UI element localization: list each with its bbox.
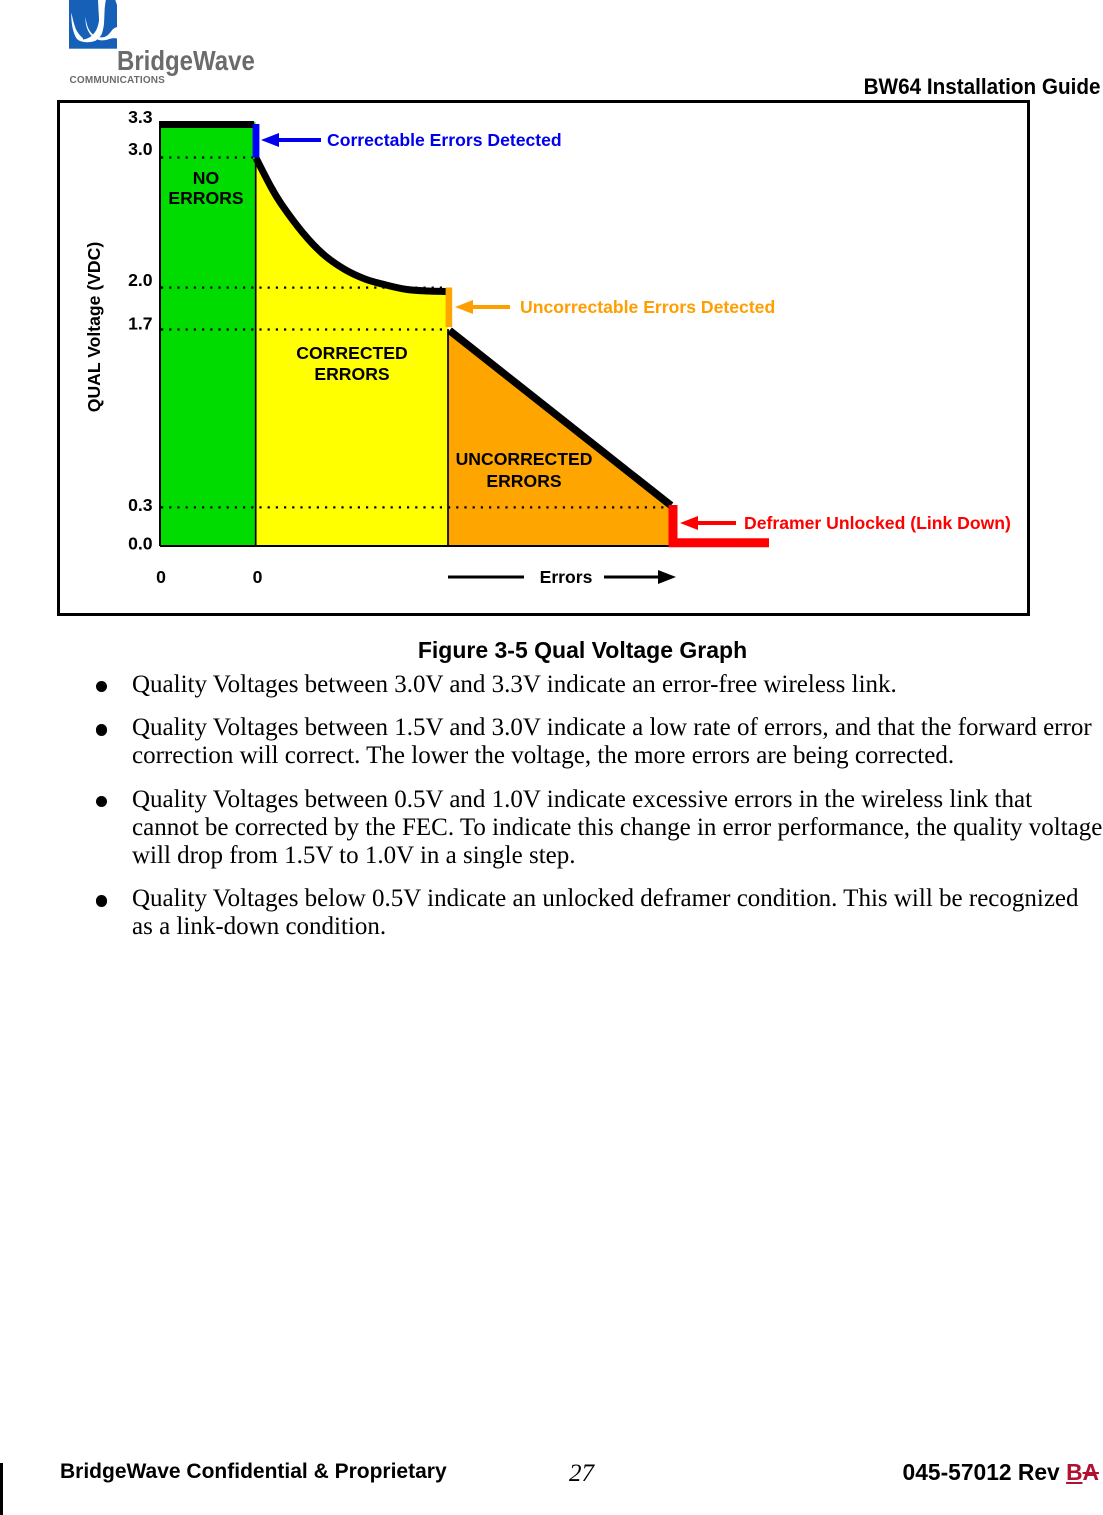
svg-text:Errors: Errors — [540, 567, 593, 587]
svg-text:CORRECTED: CORRECTED — [296, 343, 407, 363]
svg-text:0.0: 0.0 — [128, 534, 153, 554]
svg-text:Correctable Errors Detected: Correctable Errors Detected — [327, 130, 562, 150]
svg-text:3.0: 3.0 — [128, 139, 153, 159]
svg-text:3.3: 3.3 — [128, 107, 153, 127]
svg-text:QUAL Voltage (VDC): QUAL Voltage (VDC) — [84, 242, 104, 412]
svg-text:Uncorrectable Errors Detected: Uncorrectable Errors Detected — [520, 297, 775, 317]
svg-text:ERRORS: ERRORS — [486, 471, 562, 491]
svg-text:ERRORS: ERRORS — [168, 188, 244, 208]
svg-text:0: 0 — [156, 567, 166, 587]
svg-text:2.0: 2.0 — [128, 270, 153, 290]
svg-text:UNCORRECTED: UNCORRECTED — [456, 449, 593, 469]
svg-text:ERRORS: ERRORS — [314, 364, 390, 384]
svg-text:1.7: 1.7 — [128, 314, 153, 334]
svg-text:Deframer Unlocked (Link Down): Deframer Unlocked (Link Down) — [744, 513, 1011, 533]
svg-text:0.3: 0.3 — [128, 495, 153, 515]
svg-text:0: 0 — [253, 567, 263, 587]
svg-text:NO: NO — [193, 168, 219, 188]
